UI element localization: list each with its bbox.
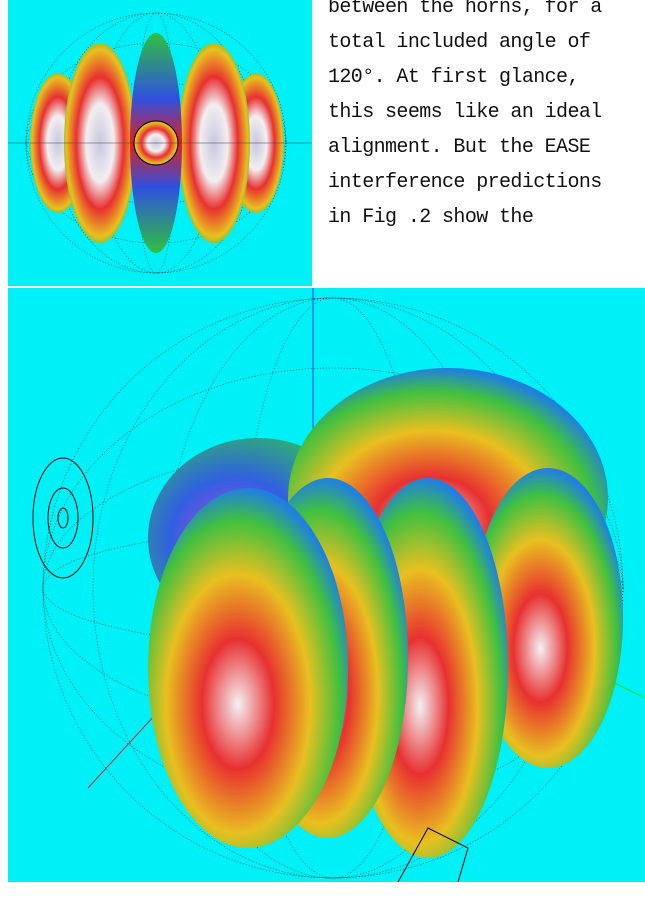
- text-line: in Fig .2 show the: [328, 206, 533, 230]
- text-line: interference predictions: [328, 171, 602, 195]
- text-line: total included angle of: [328, 31, 590, 55]
- large-balloon-plot: [8, 288, 645, 882]
- text-line: alignment. But the EASE: [328, 136, 590, 160]
- text-line: 120°. At first glance,: [328, 66, 579, 90]
- text-line: this seems like an ideal: [328, 101, 602, 125]
- page: between the horns, for a total included …: [0, 0, 645, 899]
- small-balloon-plot: [8, 0, 312, 286]
- text-line: between the horns, for a: [328, 0, 602, 20]
